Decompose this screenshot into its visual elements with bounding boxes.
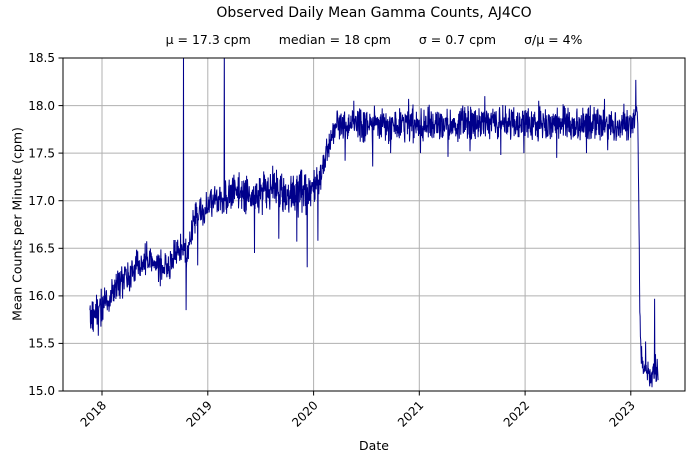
x-tick-label: 2021	[395, 398, 426, 429]
x-tick-label: 2019	[183, 398, 214, 429]
y-tick-label: 15.0	[28, 384, 55, 398]
x-tick-label: 2022	[501, 398, 532, 429]
x-axis-label: Date	[359, 438, 389, 453]
y-tick-label: 18.5	[28, 51, 55, 65]
y-tick-label: 18.0	[28, 99, 55, 113]
x-tick-label: 2020	[289, 398, 320, 429]
y-tick-label: 16.0	[28, 289, 55, 303]
y-axis-label: Mean Counts per Minute (cpm)	[9, 127, 25, 321]
data-series-line	[89, 58, 659, 388]
y-tick-label: 16.5	[28, 242, 55, 256]
x-tick-label: 2018	[78, 398, 109, 429]
chart-stats-line: μ = 17.3 cpm median = 18 cpm σ = 0.7 cpm σ/…	[63, 32, 685, 48]
chart-title: Observed Daily Mean Gamma Counts, AJ4CO	[216, 5, 532, 21]
x-tick-label: 2023	[606, 398, 637, 429]
y-tick-label: 15.5	[28, 337, 55, 351]
stat-median: median = 18 cpm	[278, 32, 391, 47]
y-tick-label: 17.0	[28, 194, 55, 208]
y-tick-label: 17.5	[28, 146, 55, 160]
axes-border	[62, 57, 686, 392]
stat-sigma-over-mean: σ/μ = 4%	[524, 32, 583, 47]
stat-mean: μ = 17.3 cpm	[165, 32, 251, 47]
stat-sigma: σ = 0.7 cpm	[418, 32, 497, 47]
